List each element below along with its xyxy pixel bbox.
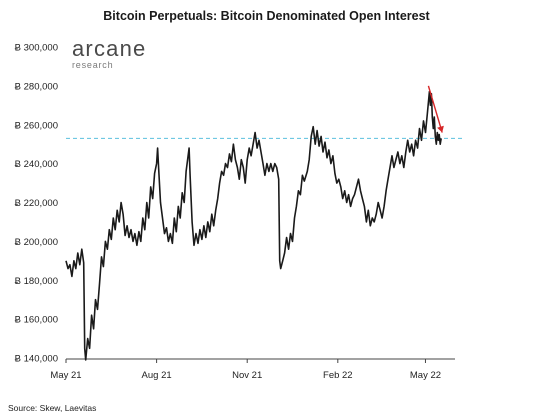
y-tick-label: Ƀ 140,000 [15, 354, 58, 365]
trend-arrow [427, 85, 444, 133]
arrow-shaft [427, 85, 443, 133]
series-line [65, 90, 442, 361]
y-tick-label: Ƀ 280,000 [15, 81, 58, 92]
y-axis-ticks: Ƀ 140,000 Ƀ 160,000 Ƀ 180,000 Ƀ 200,000 Ƀ 22… [15, 43, 58, 365]
x-tick-label: May 22 [410, 370, 441, 381]
x-axis-ticks: May 21 Aug 21 Nov 21 Feb 22 May 22 [50, 359, 441, 381]
x-tick-label: Aug 21 [142, 370, 172, 381]
arcane-logo: arcane research [72, 36, 147, 71]
x-tick-label: Nov 21 [232, 370, 262, 381]
y-tick-label: Ƀ 200,000 [15, 237, 58, 248]
y-tick-label: Ƀ 300,000 [15, 43, 58, 54]
y-tick-label: Ƀ 260,000 [15, 120, 58, 131]
logo-subtitle: research [72, 60, 114, 70]
chart-title: Bitcoin Perpetuals: Bitcoin Denominated … [103, 9, 430, 23]
x-tick-label: May 21 [50, 370, 81, 381]
y-tick-label: Ƀ 240,000 [15, 159, 58, 170]
y-tick-label: Ƀ 160,000 [15, 315, 58, 326]
source-note: Source: Skew, Laevitas [8, 403, 97, 413]
logo-wordmark: arcane [72, 36, 147, 61]
y-tick-label: Ƀ 180,000 [15, 276, 58, 287]
arrow-head [437, 125, 444, 133]
x-tick-label: Feb 22 [323, 370, 353, 381]
y-tick-label: Ƀ 220,000 [15, 198, 58, 209]
